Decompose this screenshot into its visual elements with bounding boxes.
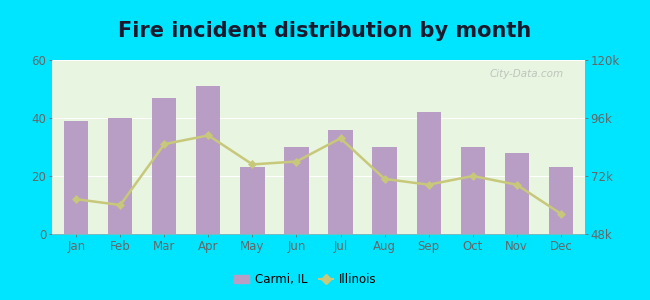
Bar (328, 130, 353, 234)
Text: City-Data.com: City-Data.com (489, 69, 564, 79)
Bar (504, 153, 529, 234)
Text: Fire incident distribution by month: Fire incident distribution by month (118, 21, 532, 41)
Legend: Carmi, IL, Illinois: Carmi, IL, Illinois (229, 269, 382, 291)
Bar (284, 147, 309, 234)
Bar (240, 167, 265, 234)
Bar (152, 98, 176, 234)
Bar (417, 112, 441, 234)
Bar (64, 121, 88, 234)
Bar (372, 147, 396, 234)
Bar (461, 147, 485, 234)
Bar (196, 86, 220, 234)
Bar (108, 118, 133, 234)
Bar (549, 167, 573, 234)
